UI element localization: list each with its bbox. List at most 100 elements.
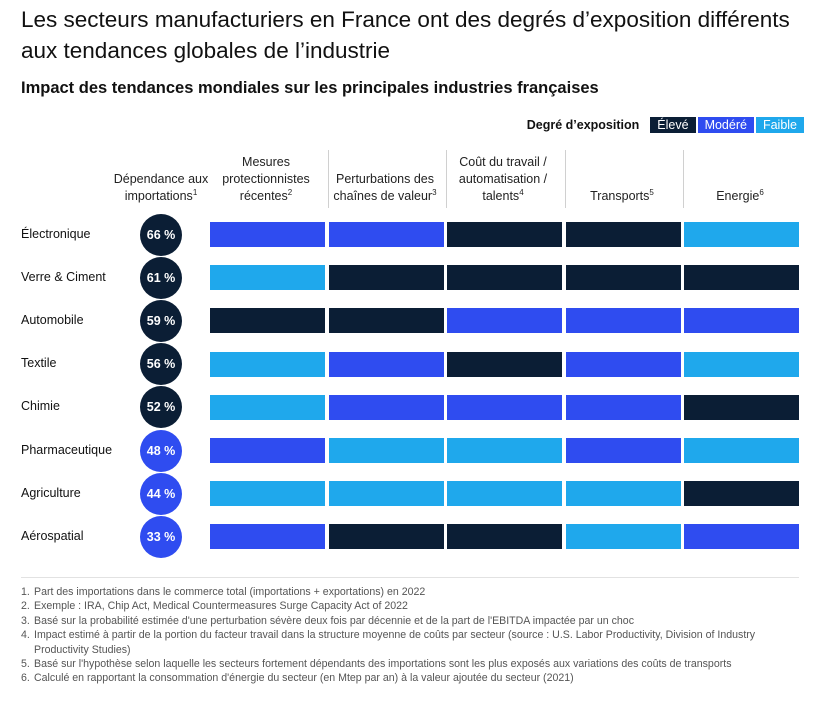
exposure-cell — [447, 265, 562, 291]
exposure-cell — [329, 351, 444, 377]
exposure-cell — [447, 481, 562, 507]
column-header-line: importations1 — [124, 187, 198, 203]
footnote-number: 6. — [21, 672, 30, 685]
footnote-6: 6. Calculé en rapportant la consommation … — [21, 671, 801, 685]
import-dependence-circle: 33 % — [140, 515, 182, 558]
footnote-ref: 1 — [192, 187, 198, 197]
sector-label: Aérospatial — [21, 528, 84, 543]
exposure-cell — [566, 524, 681, 550]
column-header-3: Perturbations des chaînes de valeur3 — [327, 125, 443, 205]
sector-label: Pharmaceutique — [21, 442, 113, 457]
import-dependence-circle: 66 % — [140, 213, 182, 256]
exposure-cell — [684, 438, 799, 463]
exposure-cell — [329, 265, 444, 291]
footnotes: 1. Part des importations dans le commerce… — [21, 585, 801, 686]
footnote-text: Calculé en rapportant la consommation d'… — [34, 672, 574, 685]
legend-item-eleve: Élevé — [650, 117, 696, 133]
column-header-line: Mesures — [242, 155, 290, 169]
footnote-ref: 5 — [649, 187, 654, 197]
footnote-text: Basé sur l'hypothèse selon laquelle les … — [34, 658, 732, 671]
legend-item-faible: Faible — [755, 117, 804, 133]
exposure-cell — [329, 481, 444, 507]
column-header-line: talents4 — [482, 187, 524, 203]
column-header-line: protectionnistes — [222, 172, 310, 186]
column-header-line: Dépendance aux — [113, 172, 209, 186]
exposure-cell — [566, 265, 681, 291]
import-dependence-circle: 44 % — [140, 472, 182, 515]
sector-label: Agriculture — [21, 485, 81, 500]
exposure-cell — [210, 222, 325, 247]
chart-subtitle: Impact des tendances mondiales sur les p… — [21, 79, 599, 97]
column-divider — [683, 150, 684, 208]
exposure-cell — [684, 524, 799, 550]
exposure-cell — [447, 438, 562, 463]
exposure-cell — [566, 351, 681, 377]
column-header-line: Perturbations des — [336, 172, 434, 186]
chart-title: Les secteurs manufacturiers en France on… — [21, 7, 790, 63]
footnote-ref: 4 — [519, 187, 524, 197]
footnote-divider — [21, 577, 799, 578]
exposure-cell — [210, 308, 325, 334]
exposure-cell — [210, 351, 325, 377]
footnote-ref: 2 — [287, 187, 293, 197]
footnote-2: 2. Exemple : IRA, Chip Act, Medical Count… — [21, 599, 801, 613]
exposure-cell — [684, 351, 799, 377]
footnote-3: 3. Basé sur la probabilité estimée d'une … — [21, 614, 801, 628]
exposure-cell — [684, 222, 799, 247]
exposure-cell — [447, 394, 562, 420]
legend-title: Degré d’exposition — [526, 118, 640, 132]
exposure-cell — [210, 438, 325, 463]
exposure-cell — [684, 308, 799, 334]
footnote-number: 2. — [21, 600, 30, 613]
footnote-ref: 6 — [759, 187, 764, 197]
exposure-cell — [329, 308, 444, 334]
sector-label: Chimie — [21, 399, 60, 414]
column-header-line: Transports5 — [590, 187, 654, 203]
column-header-line: Coût du travail / — [459, 155, 547, 169]
exposure-cell — [329, 524, 444, 550]
column-header-1: Dépendance aux importations1 — [109, 125, 213, 205]
footnote-1: 1. Part des importations dans le commerce… — [21, 585, 801, 599]
sector-label: Textile — [21, 356, 57, 371]
exposure-cell — [566, 394, 681, 420]
footnote-text: Exemple : IRA, Chip Act, Medical Counter… — [34, 600, 408, 613]
exposure-cell — [210, 265, 325, 291]
exposure-cell — [210, 481, 325, 507]
import-dependence-circle: 48 % — [140, 429, 182, 472]
sector-label: Verre & Ciment — [21, 269, 106, 284]
import-dependence-circle: 61 % — [140, 256, 182, 299]
footnote-number: 3. — [21, 614, 30, 627]
exposure-cell — [566, 481, 681, 507]
sector-label: Électronique — [21, 226, 91, 241]
exposure-cell — [447, 351, 562, 377]
exposure-cell — [447, 308, 562, 334]
legend-item-modere: Modéré — [697, 117, 754, 133]
column-header-4: Coût du travail / automatisation / talents… — [445, 125, 561, 205]
import-dependence-circle: 56 % — [140, 343, 182, 386]
column-header-line: Energie6 — [716, 187, 764, 203]
footnote-number: 4. — [21, 629, 30, 642]
column-divider — [446, 150, 447, 208]
column-header-2: Mesures protectionnistes récentes2 — [208, 125, 324, 205]
footnote-number: 1. — [21, 586, 30, 598]
footnote-text: Part des importations dans le commerce t… — [34, 586, 426, 598]
column-header-5: Transports5 — [564, 125, 680, 205]
exposure-cell — [566, 222, 681, 247]
column-header-line: automatisation / — [458, 172, 548, 186]
exposure-cell — [210, 394, 325, 420]
exposure-cell — [566, 308, 681, 334]
sector-label: Automobile — [21, 312, 84, 327]
exposure-cell — [566, 438, 681, 463]
exposure-cell — [447, 222, 562, 247]
exposure-cell — [684, 481, 799, 507]
exposure-cell — [684, 394, 799, 420]
exposure-cell — [447, 524, 562, 550]
footnote-text: Impact estimé à partir de la portion du … — [34, 629, 756, 656]
exposure-cell — [329, 222, 444, 247]
column-divider — [565, 150, 566, 208]
import-dependence-circle: 52 % — [140, 386, 182, 429]
footnote-ref: 3 — [432, 187, 437, 197]
import-dependence-circle: 59 % — [140, 299, 182, 342]
legend: Degré d’exposition Élevé Modéré Faible — [527, 117, 804, 133]
column-header-line: récentes2 — [239, 187, 293, 203]
